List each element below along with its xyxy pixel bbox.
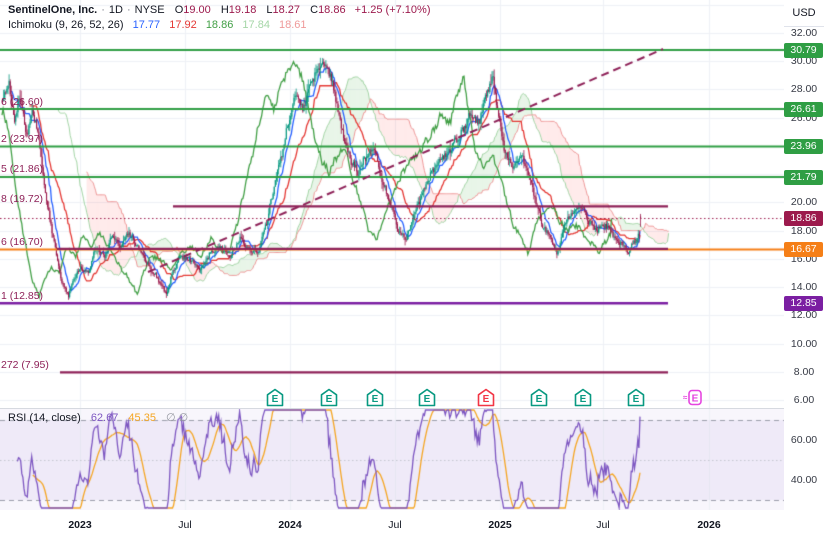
indicator-row: Ichimoku (9, 26, 52, 26) 17.77 17.92 18.… bbox=[8, 18, 431, 33]
time-axis[interactable]: 2023 Jul 2024 Jul 2025 Jul 2026 bbox=[0, 510, 824, 543]
fib-level-label: 272 (7.95) bbox=[1, 359, 49, 372]
price-tick-label: 6.00 bbox=[793, 393, 815, 406]
time-axis-label: 2025 bbox=[488, 519, 512, 531]
earnings-icon[interactable]: E bbox=[365, 388, 385, 407]
currency-label: USD bbox=[784, 0, 824, 27]
svg-text:E: E bbox=[424, 394, 431, 405]
time-axis-label: 2023 bbox=[68, 519, 92, 531]
price-tick-label: 8.00 bbox=[793, 365, 815, 378]
close-value: 18.86 bbox=[318, 4, 346, 16]
ichimoku-conversion-value: 17.77 bbox=[132, 19, 161, 31]
price-level-badge: 21.79 bbox=[784, 169, 823, 185]
fib-level-label: 1 (12.85) bbox=[1, 290, 44, 303]
ichimoku-lead-b-value: 18.61 bbox=[279, 19, 307, 31]
interval-selector[interactable]: 1D bbox=[108, 4, 123, 16]
earnings-icon[interactable]: E bbox=[626, 388, 646, 407]
high-value: 19.18 bbox=[228, 4, 257, 16]
rsi-ma-value: 45.35 bbox=[128, 412, 156, 424]
ichimoku-lead-a-value: 17.84 bbox=[242, 19, 270, 31]
price-level-badge: 30.79 bbox=[784, 42, 823, 58]
price-level-badge: 16.67 bbox=[784, 241, 823, 257]
price-tick-label: 20.00 bbox=[790, 196, 818, 209]
time-axis-label: Jul bbox=[596, 519, 610, 531]
main-price-chart[interactable] bbox=[0, 0, 784, 408]
earnings-icon[interactable]: E bbox=[319, 388, 339, 407]
rsi-value: 62.67 bbox=[90, 412, 119, 424]
time-axis-label: Jul bbox=[388, 519, 402, 531]
fib-level-label: 2 (23.97) bbox=[1, 133, 44, 146]
time-axis-label: 2026 bbox=[697, 519, 721, 531]
price-tick-label: 10.00 bbox=[790, 337, 818, 350]
price-level-badge: 18.86 bbox=[784, 210, 823, 226]
price-tick-label: 30.00 bbox=[790, 55, 818, 68]
svg-text:E: E bbox=[372, 394, 379, 405]
time-axis-label: 2024 bbox=[278, 519, 302, 531]
pane-divider[interactable] bbox=[0, 408, 824, 409]
low-value: 18.27 bbox=[272, 4, 301, 16]
svg-text:≈: ≈ bbox=[683, 393, 688, 402]
rsi-empty-values: ∅ ∅ bbox=[166, 412, 189, 424]
price-tick-label: 28.00 bbox=[790, 83, 818, 96]
price-tick-label: 32.00 bbox=[790, 27, 818, 39]
upcoming-earnings-icon[interactable]: ≈ E bbox=[683, 388, 703, 407]
rsi-legend: RSI (14, close) 62.67 45.35 ∅ ∅ bbox=[8, 411, 188, 425]
svg-text:E: E bbox=[536, 394, 543, 405]
fib-level-label: 6 (26.60) bbox=[1, 96, 44, 109]
rsi-tick-label: 60.00 bbox=[790, 434, 818, 446]
svg-text:E: E bbox=[580, 394, 587, 405]
legend-separator: · bbox=[101, 4, 105, 16]
exchange-label: NYSE bbox=[134, 4, 165, 16]
ichimoku-lagging-value: 18.86 bbox=[205, 19, 234, 31]
ichimoku-indicator-title[interactable]: Ichimoku (9, 26, 52, 26) bbox=[8, 19, 124, 31]
earnings-icon[interactable]: E bbox=[476, 388, 496, 407]
earnings-icon[interactable]: E bbox=[573, 388, 593, 407]
earnings-icon[interactable]: E bbox=[417, 388, 437, 407]
low-label: L bbox=[266, 4, 273, 16]
ichimoku-base-value: 17.92 bbox=[169, 19, 197, 31]
price-tick-label: 14.00 bbox=[790, 281, 818, 294]
symbol-row: SentinelOne, Inc. · 1D · NYSE O19.00 H19.18 … bbox=[8, 3, 431, 18]
change-value: +1.25 (+7.10%) bbox=[354, 4, 431, 16]
earnings-icon[interactable]: E bbox=[265, 388, 285, 407]
price-axis[interactable]: USD 32.00 30.00 28.00 26.00 20.00 18.00 16.00 1… bbox=[784, 0, 824, 510]
open-value: 19.00 bbox=[183, 4, 211, 16]
time-axis-label: Jul bbox=[178, 519, 192, 531]
svg-text:E: E bbox=[483, 394, 490, 405]
svg-text:E: E bbox=[272, 394, 279, 405]
price-tick-label: 12.00 bbox=[790, 309, 818, 322]
high-label: H bbox=[220, 4, 229, 16]
price-level-badge: 12.85 bbox=[784, 295, 823, 311]
rsi-pane-chart[interactable] bbox=[0, 408, 784, 510]
fib-level-label: 6 (16.70) bbox=[1, 235, 44, 248]
close-label: C bbox=[310, 4, 319, 16]
rsi-indicator-title[interactable]: RSI (14, close) bbox=[8, 412, 81, 424]
price-level-badge: 26.61 bbox=[784, 101, 823, 117]
symbol-title[interactable]: SentinelOne, Inc. bbox=[8, 4, 98, 16]
earnings-icon[interactable]: E bbox=[529, 388, 549, 407]
svg-text:E: E bbox=[692, 394, 699, 405]
price-tick-label: 18.00 bbox=[790, 224, 818, 237]
symbol-legend: SentinelOne, Inc. · 1D · NYSE O19.00 H19.18 … bbox=[8, 3, 431, 33]
fib-level-label: 8 (19.72) bbox=[1, 193, 44, 206]
rsi-tick-label: 40.00 bbox=[790, 474, 818, 486]
fib-level-label: 5 (21.86) bbox=[1, 163, 44, 176]
legend-separator: · bbox=[126, 4, 131, 16]
svg-text:E: E bbox=[633, 394, 640, 405]
open-label: O bbox=[174, 4, 184, 16]
svg-text:E: E bbox=[326, 394, 333, 405]
price-level-badge: 23.96 bbox=[784, 138, 823, 154]
